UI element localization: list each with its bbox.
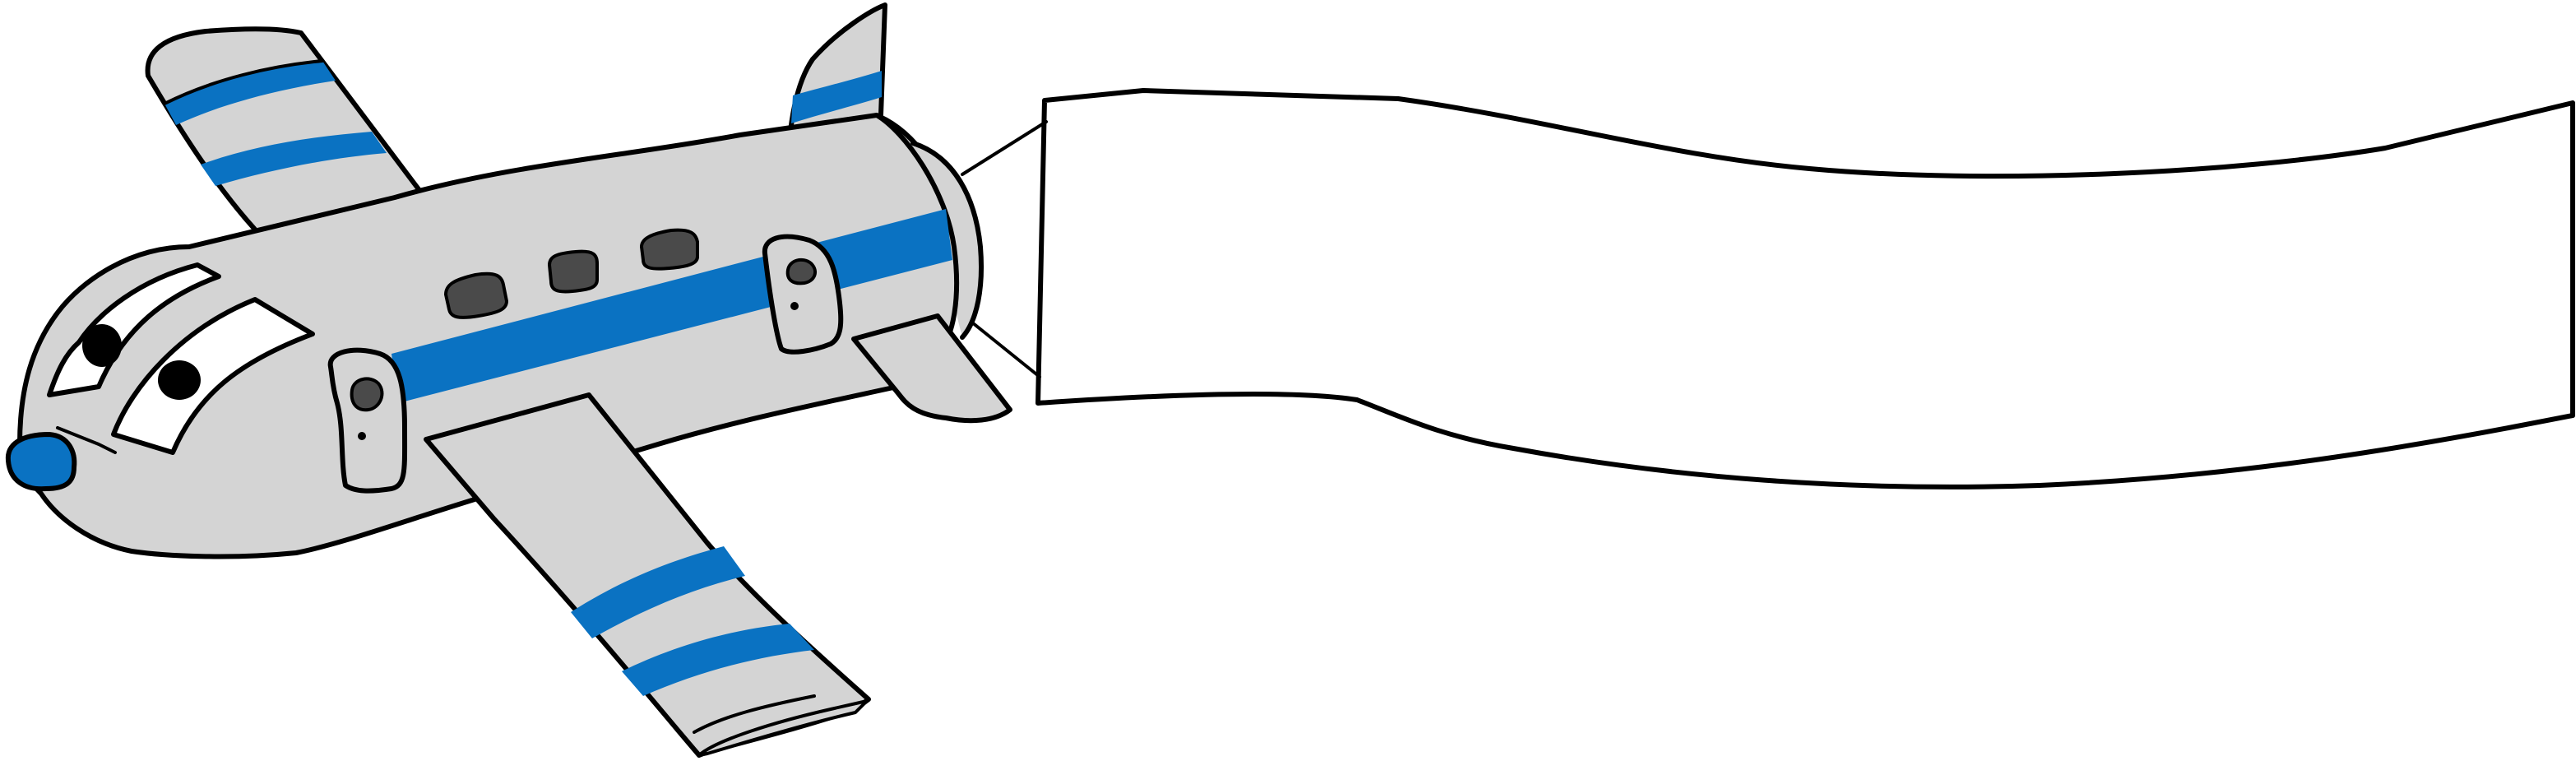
chin-line — [56, 426, 117, 454]
windows — [444, 228, 699, 319]
banner-icon — [961, 88, 2575, 490]
eye-icon — [82, 324, 122, 367]
tow-rope-top — [961, 120, 1048, 176]
window-icon — [548, 249, 599, 294]
front-door — [327, 347, 408, 494]
tail-stabilizer — [851, 313, 1012, 424]
nose-icon — [5, 432, 77, 492]
tow-rope-bottom — [971, 321, 1041, 378]
eye-icon — [158, 360, 201, 400]
window-icon — [444, 271, 508, 319]
wing-tip — [697, 699, 869, 757]
top-wing — [145, 26, 433, 249]
window-icon — [640, 228, 699, 271]
airplane-icon — [5, 2, 1012, 758]
rear-door — [762, 234, 844, 355]
banner-cloth — [1035, 88, 2575, 490]
